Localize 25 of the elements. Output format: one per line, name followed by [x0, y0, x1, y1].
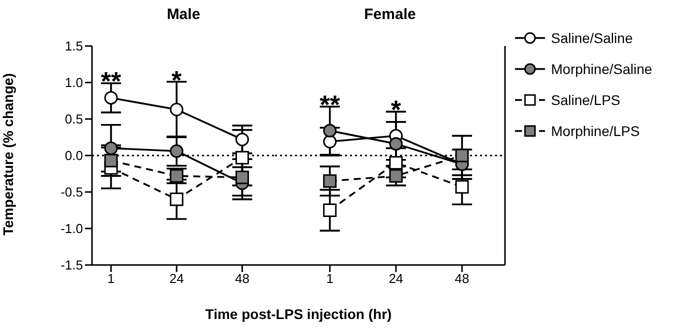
annotation: **: [320, 90, 341, 120]
x-tick-label: 1: [107, 271, 115, 286]
y-tick-label: -1.0: [60, 221, 83, 236]
x-tick-label: 1: [326, 271, 334, 286]
legend-label: Morphine/LPS: [551, 122, 640, 138]
x-tick-label: 24: [388, 271, 404, 286]
x-tick-label: 24: [169, 271, 184, 286]
legend-label: Saline/LPS: [551, 92, 620, 108]
chart-title: Male: [166, 6, 202, 23]
chart-title: Female: [363, 6, 417, 23]
y-tick-label: 1.5: [64, 38, 83, 54]
y-tick-label: 1.0: [64, 75, 83, 90]
annotation: *: [390, 94, 402, 125]
y-tick-label: -1.5: [60, 258, 83, 273]
y-tick-label: -0.5: [60, 184, 83, 200]
y-tick-label: 0.5: [64, 112, 83, 127]
x-axis-title: Time post-LPS injection (hr): [204, 306, 393, 322]
y-axis-title: Temperature (% change): [0, 73, 16, 236]
x-tick-label: 48: [454, 271, 470, 286]
x-tick-label: 48: [234, 271, 250, 286]
legend-label: Morphine/Saline: [551, 60, 652, 76]
annotation: **: [100, 66, 122, 96]
annotation: *: [172, 64, 183, 95]
legend-label: Saline/Saline: [551, 30, 633, 46]
y-tick-label: 0.0: [64, 148, 83, 164]
